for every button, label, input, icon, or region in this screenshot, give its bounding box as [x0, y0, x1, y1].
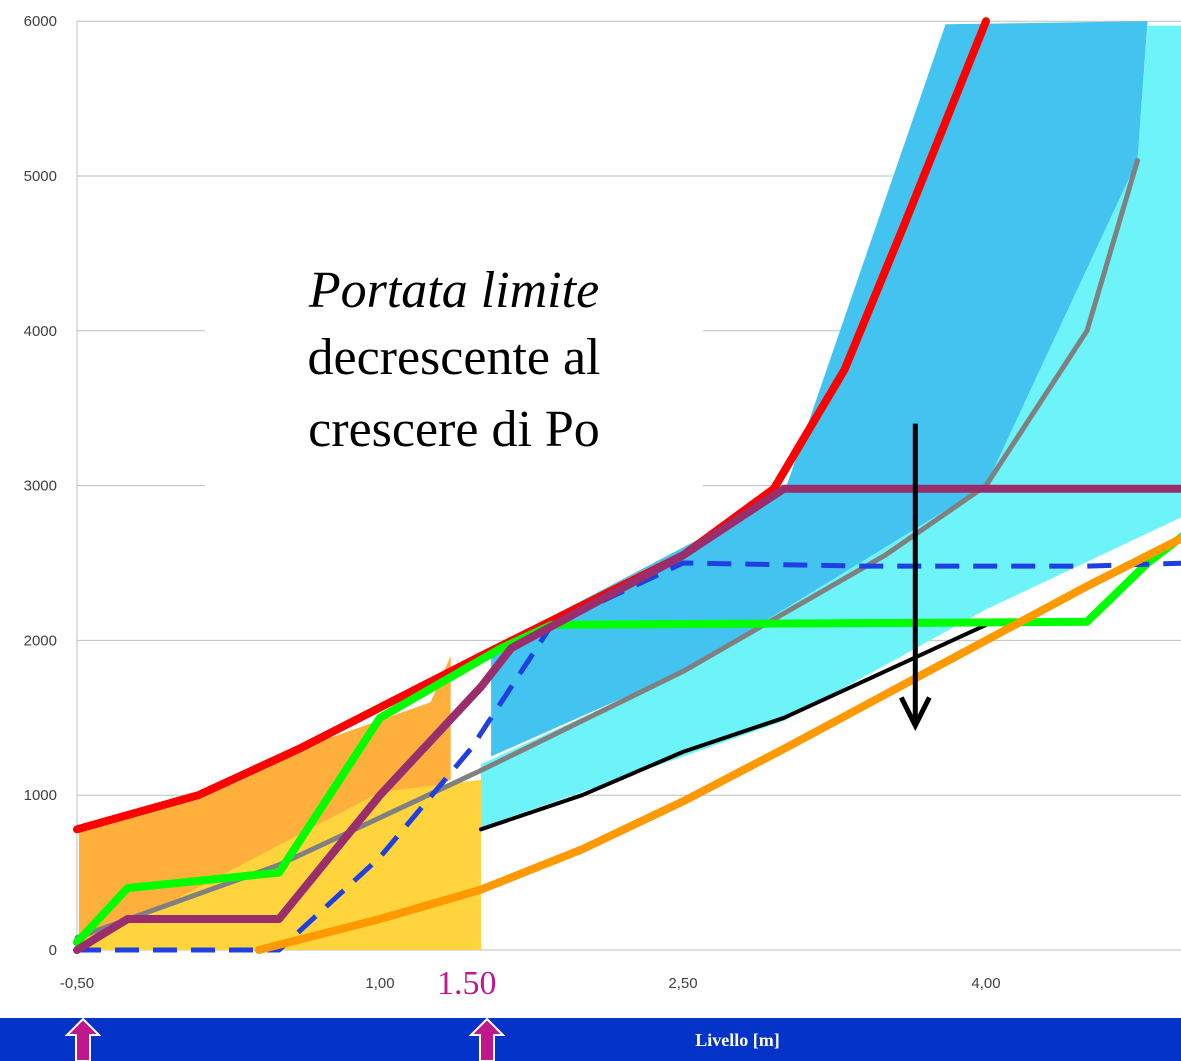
up-arrow-icon [64, 1017, 102, 1061]
series-line-4 [73, 532, 1181, 947]
y-tick-label: 5000 [24, 168, 57, 185]
series-line-3 [479, 622, 988, 832]
x-tick-label: -0,50 [60, 975, 94, 992]
annotation-line-3: crescere di Po [308, 401, 600, 458]
y-tick-label: 2000 [24, 632, 57, 649]
x-tick-label: 4,00 [971, 975, 1000, 992]
y-tick-label: 4000 [24, 323, 57, 340]
arrow-head [899, 696, 932, 732]
series-line-7 [73, 484, 1181, 954]
chart-annotation: Portata limite decrescente al crescere d… [205, 258, 703, 488]
x-axis-title: Livello [m] [695, 1030, 780, 1050]
area-region-1 [79, 655, 451, 950]
y-tick-label: 3000 [24, 478, 57, 495]
y-tick-label: 1000 [24, 787, 57, 804]
series-line-2 [74, 158, 1140, 941]
area-region-4 [481, 25, 1181, 828]
annotation-line-2: decrescente al [307, 329, 601, 386]
y-tick-label: 6000 [24, 13, 57, 30]
y-tick-label: 0 [49, 942, 57, 959]
x-tick-label: 2,50 [668, 975, 697, 992]
x-axis-title-band: Livello [m] [0, 1018, 1181, 1061]
marker-label: 1.50 [437, 965, 497, 1002]
annotation-line-1: Portata limite [308, 262, 600, 319]
x-tick-label: 1,00 [365, 975, 394, 992]
series-line-6 [254, 534, 1181, 954]
up-arrow-icon [468, 1017, 506, 1061]
